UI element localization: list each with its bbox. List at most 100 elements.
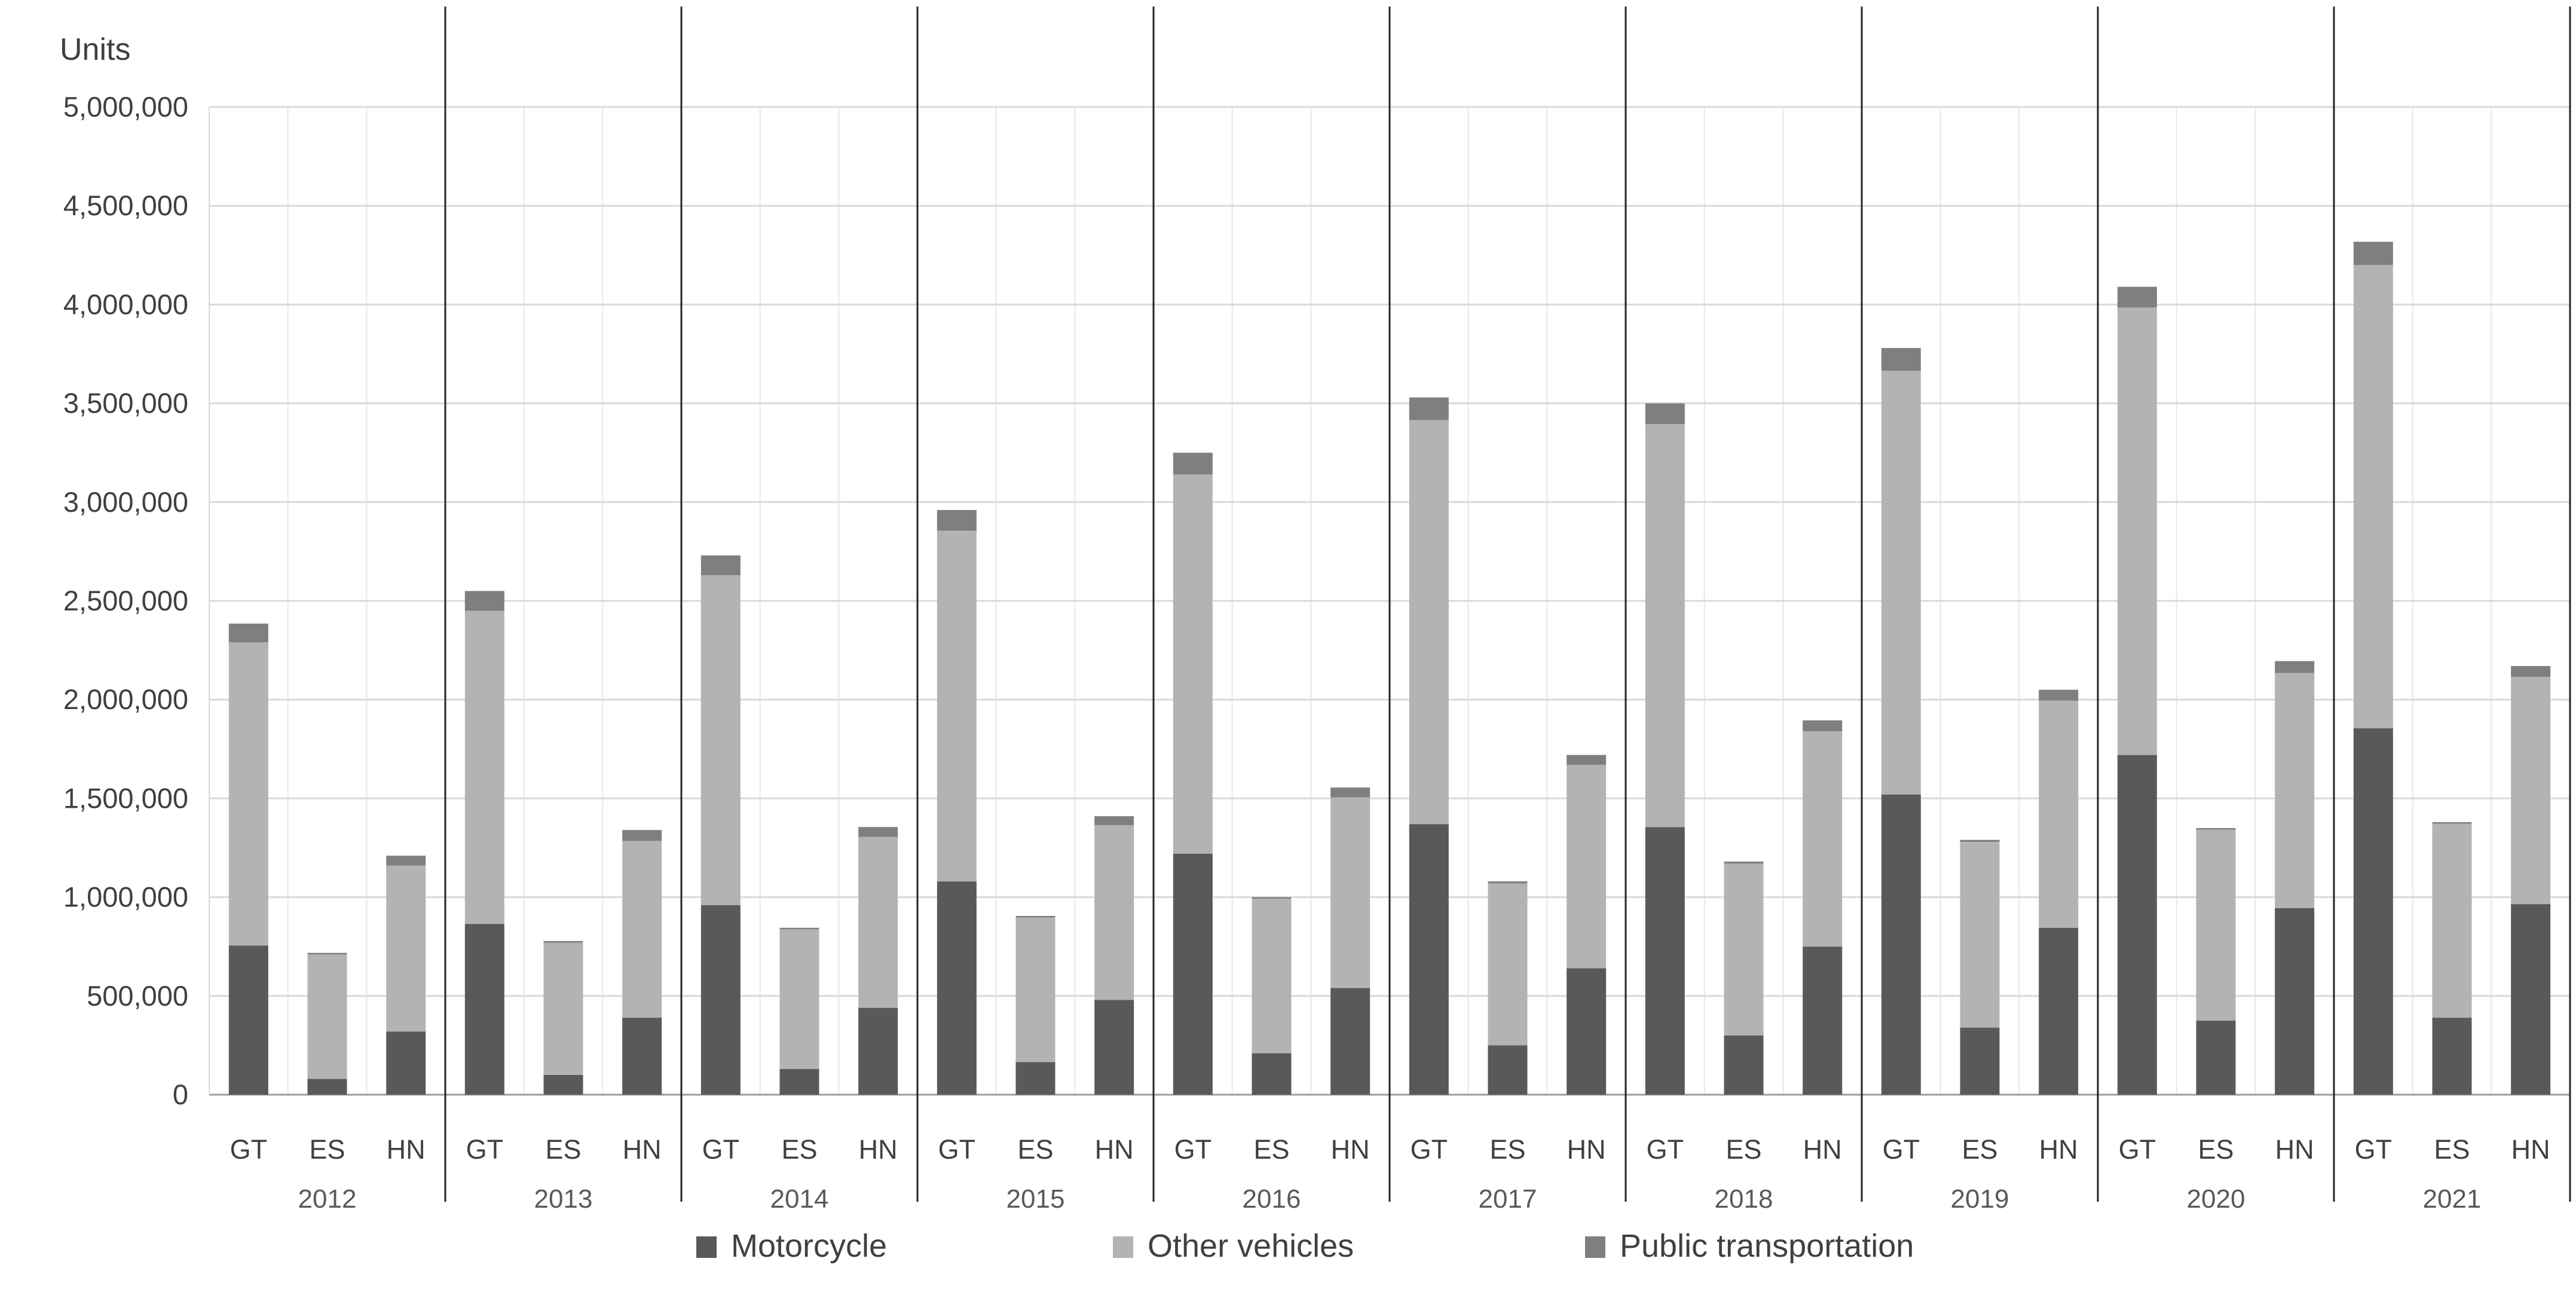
bar-segment-2021-ES-other-vehicles xyxy=(2432,823,2472,1018)
bar-segment-2012-ES-public-transportation xyxy=(307,952,347,955)
x-axis-country-label: ES xyxy=(1253,1134,1289,1165)
bar-segment-2021-HN-motorcycle xyxy=(2511,904,2551,1095)
x-axis-year-label: 2012 xyxy=(298,1184,357,1214)
bar-segment-2015-ES-motorcycle xyxy=(1015,1062,1056,1095)
bar-segment-2017-HN-motorcycle xyxy=(1567,968,1607,1095)
bar-segment-2018-HN-motorcycle xyxy=(1803,946,1843,1095)
x-axis-year-label: 2014 xyxy=(770,1184,829,1214)
bar-segment-2020-ES-motorcycle xyxy=(2196,1021,2236,1095)
bar-segment-2019-GT-other-vehicles xyxy=(1881,371,1921,795)
bar-segment-2018-HN-other-vehicles xyxy=(1803,731,1843,947)
bar-segment-2019-HN-other-vehicles xyxy=(2039,700,2079,928)
y-axis-tick-label: 0 xyxy=(173,1079,188,1110)
bar-segment-2017-HN-public-transportation xyxy=(1567,755,1607,765)
x-axis-country-label: GT xyxy=(1411,1134,1448,1165)
x-axis-country-label: GT xyxy=(1174,1134,1212,1165)
bar-segment-2012-HN-motorcycle xyxy=(386,1031,426,1095)
bar-segment-2021-GT-other-vehicles xyxy=(2353,265,2393,729)
x-axis-country-label: HN xyxy=(1567,1134,1606,1165)
bar-segment-2014-ES-public-transportation xyxy=(779,927,819,930)
bar-segment-2021-GT-motorcycle xyxy=(2353,728,2393,1095)
legend-label-motorcycle: Motorcycle xyxy=(731,1228,887,1264)
x-axis-country-label: HN xyxy=(2511,1134,2550,1165)
bar-segment-2018-HN-public-transportation xyxy=(1803,720,1843,732)
y-axis-tick-label: 3,500,000 xyxy=(63,387,188,419)
x-axis-country-label: HN xyxy=(1095,1134,1134,1165)
legend-swatch-public-transportation xyxy=(1585,1236,1605,1258)
bar-segment-2012-GT-other-vehicles xyxy=(228,642,268,946)
bar-segment-2015-ES-other-vehicles xyxy=(1015,917,1056,1062)
bar-segment-2020-GT-other-vehicles xyxy=(2117,307,2157,755)
bar-segment-2018-ES-public-transportation xyxy=(1724,862,1764,864)
bar-segment-2016-GT-public-transportation xyxy=(1173,453,1213,475)
y-axis-tick-label: 4,500,000 xyxy=(63,190,188,221)
x-axis-country-label: GT xyxy=(230,1134,268,1165)
legend-swatch-motorcycle xyxy=(696,1236,717,1258)
bar-segment-2015-GT-other-vehicles xyxy=(937,530,977,882)
x-axis-year-label: 2019 xyxy=(1951,1184,2009,1214)
bar-segment-2013-HN-other-vehicles xyxy=(622,841,662,1018)
bar-segment-2016-HN-motorcycle xyxy=(1330,988,1370,1095)
bar-segment-2019-GT-public-transportation xyxy=(1881,348,1921,371)
bar-segment-2016-ES-other-vehicles xyxy=(1252,899,1292,1053)
x-axis-country-label: ES xyxy=(1489,1134,1525,1165)
x-axis-year-label: 2021 xyxy=(2423,1184,2482,1214)
bar-segment-2015-ES-public-transportation xyxy=(1015,915,1056,918)
x-axis-country-label: ES xyxy=(1726,1134,1761,1165)
bar-segment-2015-GT-motorcycle xyxy=(937,881,977,1095)
bar-segment-2014-HN-public-transportation xyxy=(858,827,898,837)
x-axis-country-label: ES xyxy=(545,1134,581,1165)
bar-segment-2017-ES-motorcycle xyxy=(1488,1045,1528,1095)
bar-segment-2017-HN-other-vehicles xyxy=(1567,765,1607,969)
bar-segment-2019-ES-other-vehicles xyxy=(1960,842,2000,1028)
y-axis-tick-label: 4,000,000 xyxy=(63,288,188,320)
bar-segment-2013-HN-public-transportation xyxy=(622,830,662,841)
y-axis-tick-label: 5,000,000 xyxy=(63,91,188,123)
bar-segment-2016-ES-public-transportation xyxy=(1252,897,1292,899)
x-axis-country-label: HN xyxy=(2275,1134,2314,1165)
bar-segment-2017-ES-other-vehicles xyxy=(1488,883,1528,1046)
bar-segment-2014-ES-other-vehicles xyxy=(779,929,819,1070)
bar-segment-2016-ES-motorcycle xyxy=(1252,1053,1292,1095)
x-axis-country-label: HN xyxy=(387,1134,426,1165)
bar-segment-2021-ES-motorcycle xyxy=(2432,1018,2472,1095)
y-axis-tick-label: 2,000,000 xyxy=(63,683,188,715)
x-axis-year-label: 2016 xyxy=(1243,1184,1301,1214)
bar-segment-2012-GT-public-transportation xyxy=(228,623,268,643)
bar-segment-2020-HN-public-transportation xyxy=(2275,661,2315,673)
bar-segment-2014-HN-motorcycle xyxy=(858,1007,898,1095)
bar-segment-2014-HN-other-vehicles xyxy=(858,836,898,1008)
bar-segment-2012-ES-motorcycle xyxy=(307,1079,347,1095)
x-axis-year-label: 2013 xyxy=(534,1184,593,1214)
x-axis-country-label: GT xyxy=(1647,1134,1684,1165)
x-axis-country-label: ES xyxy=(309,1134,345,1165)
y-axis-tick-label: 2,500,000 xyxy=(63,585,188,616)
x-axis-year-label: 2015 xyxy=(1006,1184,1065,1214)
x-axis-country-label: GT xyxy=(938,1134,976,1165)
bar-segment-2018-ES-other-vehicles xyxy=(1724,863,1764,1036)
bar-segment-2013-ES-motorcycle xyxy=(543,1074,583,1095)
bar-segment-2020-GT-motorcycle xyxy=(2117,755,2157,1095)
bar-segment-2019-GT-motorcycle xyxy=(1881,794,1921,1095)
bar-segment-2018-ES-motorcycle xyxy=(1724,1035,1764,1095)
bar-segment-2021-HN-public-transportation xyxy=(2511,666,2551,677)
bar-segment-2015-HN-motorcycle xyxy=(1094,1000,1134,1095)
y-axis-tick-label: 1,000,000 xyxy=(63,881,188,913)
bar-segment-2020-GT-public-transportation xyxy=(2117,286,2157,308)
x-axis-country-label: GT xyxy=(2119,1134,2156,1165)
bar-segment-2015-HN-other-vehicles xyxy=(1094,825,1134,1000)
x-axis-year-label: 2017 xyxy=(1479,1184,1537,1214)
bar-segment-2015-HN-public-transportation xyxy=(1094,816,1134,826)
x-axis-country-label: GT xyxy=(466,1134,504,1165)
bar-segment-2017-GT-other-vehicles xyxy=(1409,420,1449,824)
bar-segment-2018-GT-motorcycle xyxy=(1645,827,1685,1095)
y-axis-title: Units xyxy=(60,32,130,67)
bar-segment-2019-HN-motorcycle xyxy=(2039,927,2079,1095)
bar-segment-2013-GT-public-transportation xyxy=(464,591,504,611)
x-axis-country-label: HN xyxy=(1331,1134,1370,1165)
x-axis-country-label: HN xyxy=(859,1134,898,1165)
bar-segment-2014-GT-other-vehicles xyxy=(700,575,741,905)
bar-segment-2017-GT-motorcycle xyxy=(1409,824,1449,1095)
x-axis-country-label: ES xyxy=(2198,1134,2234,1165)
